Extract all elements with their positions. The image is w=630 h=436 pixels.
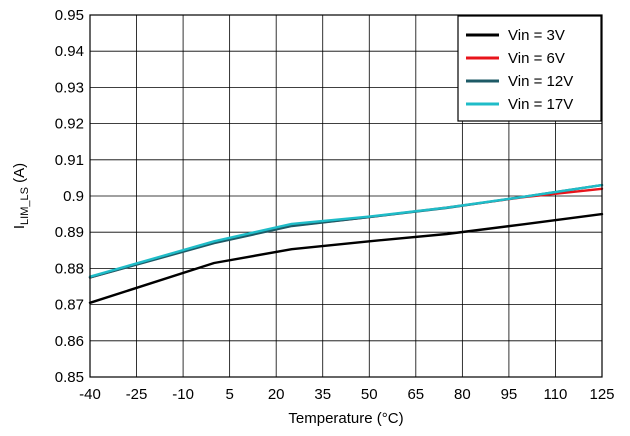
- x-tick-label: 5: [225, 386, 233, 403]
- legend: Vin = 3V Vin = 6V Vin = 12V Vin = 17V: [457, 15, 602, 122]
- series-line-4: [88, 183, 604, 278]
- y-tick-label: 0.93: [55, 79, 84, 96]
- legend-label-1: Vin = 3V: [508, 27, 565, 44]
- legend-items: Vin = 3V Vin = 6V Vin = 12V Vin = 17V: [466, 27, 573, 113]
- series-lines: [88, 183, 604, 304]
- y-tick-label: 0.86: [55, 333, 84, 350]
- y-tick-label: 0.91: [55, 152, 84, 169]
- x-tick-label: 110: [543, 386, 567, 403]
- y-tick-label: 0.9: [63, 188, 84, 205]
- y-tick-label: 0.95: [55, 7, 84, 24]
- y-axis-label-unit: (A): [11, 163, 28, 187]
- series-line-1: [88, 212, 604, 304]
- x-tick-label: 50: [361, 386, 378, 403]
- x-tick-label: -40: [79, 386, 101, 403]
- x-tick-label: 35: [314, 386, 331, 403]
- y-tick-labels: 0.85 0.86 0.87 0.88 0.89 0.9 0.91 0.92 0.93 0.94 0…: [55, 7, 84, 386]
- y-tick-label: 0.92: [55, 116, 84, 133]
- y-axis-label: ILIM_LS (A): [11, 163, 31, 229]
- x-tick-label: -10: [172, 386, 194, 403]
- y-tick-label: 0.88: [55, 260, 84, 277]
- x-tick-label: 65: [407, 386, 424, 403]
- legend-label-2: Vin = 6V: [508, 50, 565, 67]
- x-tick-label: 80: [454, 386, 471, 403]
- y-tick-label: 0.89: [55, 224, 84, 241]
- x-tick-label: 95: [501, 386, 518, 403]
- y-tick-label: 0.94: [55, 43, 84, 60]
- y-tick-label: 0.85: [55, 369, 84, 386]
- x-tick-label: -25: [126, 386, 148, 403]
- y-axis-label-subscript: LIM_LS: [19, 187, 31, 225]
- y-axis-label-main: I: [11, 225, 28, 229]
- x-axis-label: Temperature (°C): [288, 410, 403, 427]
- legend-label-3: Vin = 12V: [508, 73, 573, 90]
- plot-frame: [89, 14, 603, 378]
- y-tick-label: 0.87: [55, 297, 84, 314]
- x-tick-labels: -40 -25 -10 5 20 35 50 65 80 95 110 125: [79, 386, 614, 403]
- legend-label-4: Vin = 17V: [508, 96, 573, 113]
- x-tick-label: 20: [268, 386, 285, 403]
- x-tick-label: 125: [589, 386, 614, 403]
